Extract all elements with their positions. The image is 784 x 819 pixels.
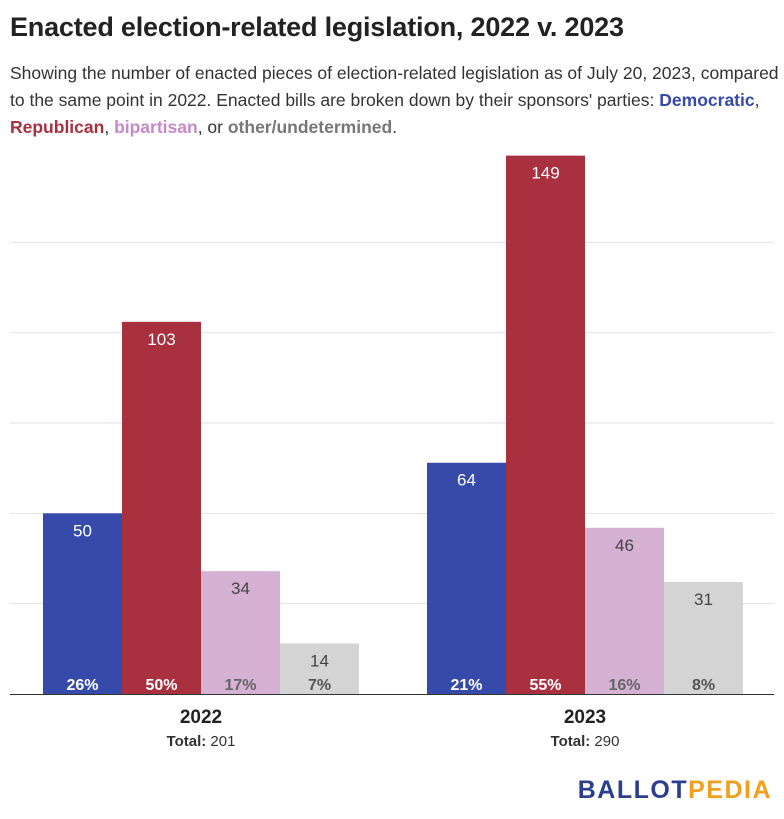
subtitle-end: .	[392, 117, 398, 137]
percent-label: 55%	[529, 677, 561, 694]
percent-label: 26%	[66, 677, 98, 694]
total-value: 290	[594, 733, 619, 750]
subtitle-separator: ,	[754, 90, 760, 110]
total-label: Total: 201	[167, 733, 236, 750]
total-value: 201	[210, 733, 235, 750]
subtitle-text: Showing the number of enacted pieces of …	[10, 63, 779, 110]
value-label: 46	[615, 536, 634, 555]
logo-text-ballot: BALLOT	[577, 776, 689, 804]
total-label-prefix: Total:	[167, 733, 211, 750]
subtitle-separator: , or	[197, 117, 228, 137]
legend-bipartisan: bipartisan	[114, 117, 198, 137]
total-label: Total: 290	[551, 733, 620, 750]
legend-other: other/undetermined	[227, 117, 393, 137]
subtitle-separator: ,	[104, 117, 115, 137]
value-label: 64	[457, 471, 476, 490]
percent-label: 50%	[145, 677, 177, 694]
value-label: 14	[310, 651, 329, 670]
bar-republican-2022	[122, 321, 201, 694]
value-label: 103	[147, 330, 175, 349]
value-label: 50	[73, 521, 92, 540]
bar-democratic-2022	[43, 513, 122, 694]
value-label: 31	[694, 590, 713, 609]
percent-label: 16%	[608, 677, 640, 694]
bar-bipartisan-2022	[201, 571, 280, 694]
bar-democratic-2023	[427, 462, 506, 694]
bar-other-undetermined-2023	[664, 581, 743, 694]
x-tick-label: 2022	[180, 707, 222, 728]
percent-label: 17%	[224, 677, 256, 694]
total-label-prefix: Total:	[551, 733, 595, 750]
bar-republican-2023	[506, 155, 585, 694]
bar-chart: 50 26% 103 50% 34 17% 14 7% 2022 Total: 201 64 21% 1…	[10, 155, 774, 750]
value-label: 34	[231, 579, 250, 598]
value-label: 149	[531, 164, 559, 183]
percent-label: 7%	[308, 677, 331, 694]
percent-label: 21%	[450, 677, 482, 694]
bar-other-undetermined-2022	[280, 643, 359, 694]
x-tick-label: 2023	[564, 707, 606, 728]
legend-republican: Republican	[10, 117, 105, 137]
chart-subtitle: Showing the number of enacted pieces of …	[10, 60, 780, 141]
legend-democratic: Democratic	[659, 90, 755, 110]
bar-bipartisan-2023	[585, 527, 664, 694]
chart-title: Enacted election-related legislation, 20…	[10, 12, 624, 42]
ballotpedia-logo: BALLOTPEDIA	[578, 776, 772, 805]
logo-text-pedia: PEDIA	[688, 776, 772, 804]
percent-label: 8%	[692, 677, 715, 694]
